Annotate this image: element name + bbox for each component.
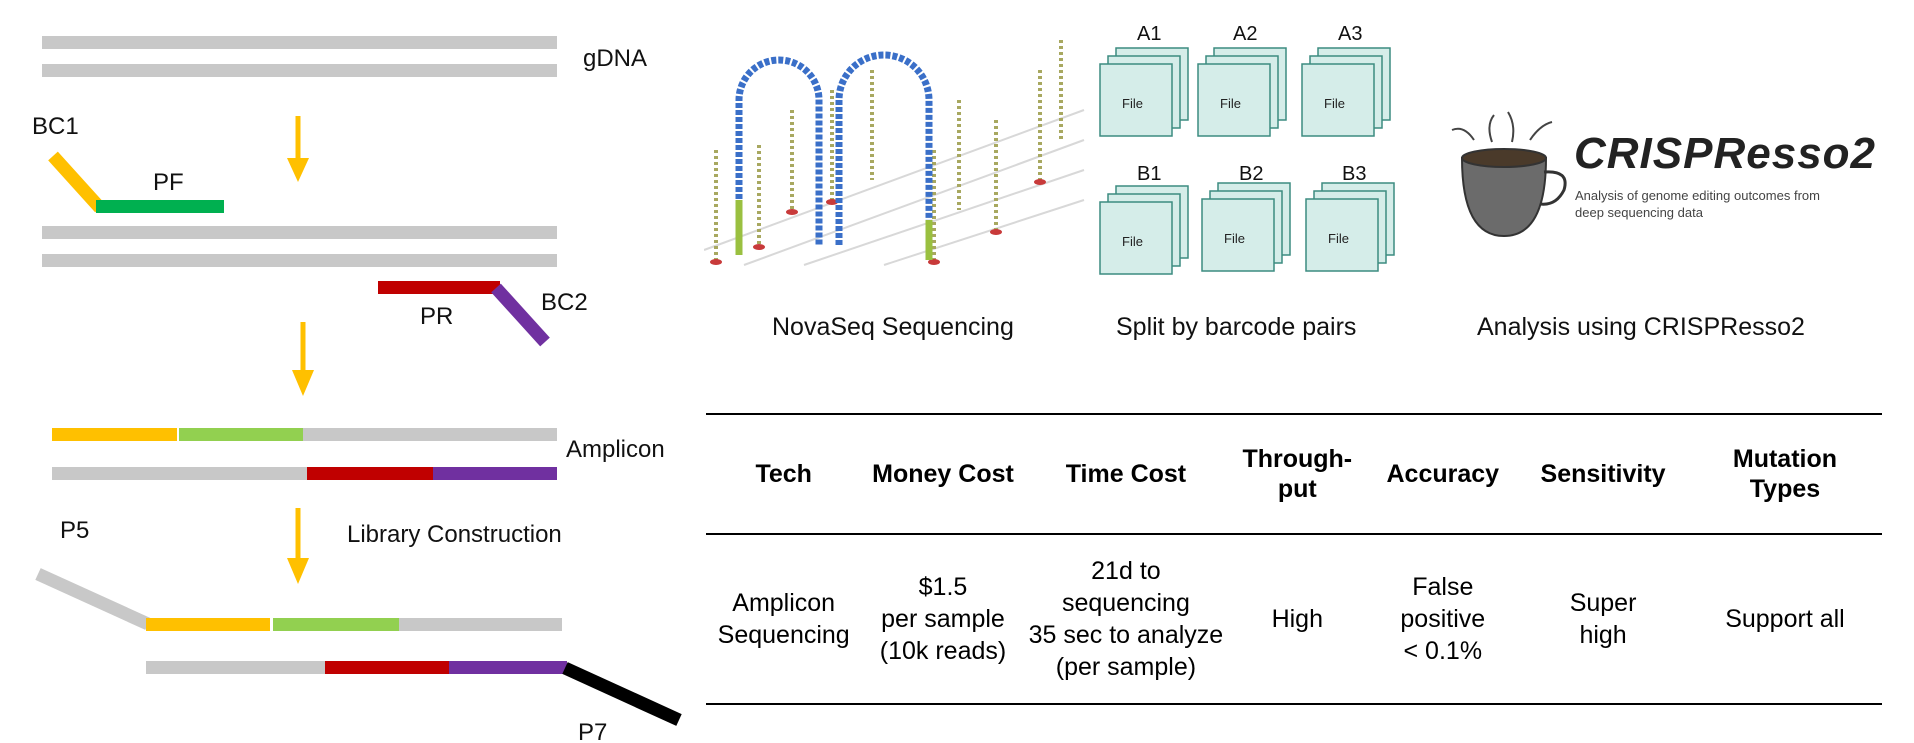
table-cell: $1.5 per sample (10k reads): [861, 534, 1025, 705]
coffee-cup-icon: [1451, 111, 1567, 238]
table-header-cell: Through-put: [1227, 413, 1368, 535]
file-text-b2: File: [1224, 231, 1245, 246]
table-header-cell: Time Cost: [1024, 413, 1228, 535]
library-bottom-strand: [146, 661, 567, 674]
file-group-label-b3: B3: [1342, 163, 1366, 185]
amplicon-bottom-strand: [52, 467, 557, 480]
split-caption: Split by barcode pairs: [1116, 313, 1356, 341]
table-body: Amplicon Sequencing $1.5 per sample (10k rea…: [706, 534, 1882, 705]
table-header-cell: Money Cost: [861, 413, 1025, 535]
file-text-b3: File: [1328, 231, 1349, 246]
bc1-barcode: [48, 151, 105, 213]
table-cell: Support all: [1687, 534, 1882, 705]
table-cell: High: [1227, 534, 1368, 705]
pf-primer: [96, 200, 224, 213]
table-header-cell: Sensitivity: [1518, 413, 1688, 535]
down-arrow-3: [287, 508, 309, 584]
novaseq-caption: NovaSeq Sequencing: [772, 313, 1014, 341]
gdna-strand-bottom-2: [42, 254, 557, 267]
table-header-cell: Accuracy: [1367, 413, 1519, 535]
library-top-strand: [146, 618, 562, 631]
file-stacks: [1099, 47, 1395, 275]
down-arrow-2: [292, 322, 314, 396]
pr-primer: [378, 281, 500, 294]
analysis-caption: Analysis using CRISPResso2: [1477, 313, 1805, 341]
p7-adapter: [562, 662, 682, 726]
table-header-cell: Tech: [706, 413, 862, 535]
table-header-cell: Mutation Types: [1687, 413, 1882, 535]
file-text-a3: File: [1324, 96, 1345, 111]
file-text-a1: File: [1122, 96, 1143, 111]
gdna-strand-bottom: [42, 64, 557, 77]
amplicon-construction-diagram: gDNA BC1 PF PR BC2 Amplicon P5 Library C…: [32, 36, 682, 743]
table-cell: Amplicon Sequencing: [706, 534, 862, 705]
amplicon-top-strand: [52, 428, 557, 441]
table-header-row: Tech Money Cost Time Cost Through-put Accura…: [706, 413, 1882, 535]
file-group-label-a3: A3: [1338, 23, 1362, 45]
amplicon-label: Amplicon: [566, 436, 665, 463]
table-cell: 21d to sequencing 35 sec to analyze (per s…: [1024, 534, 1228, 705]
gdna-strand-top: [42, 36, 557, 49]
pr-label: PR: [420, 303, 453, 330]
down-arrow-1: [287, 116, 309, 182]
file-group-label-a1: A1: [1137, 23, 1161, 45]
pf-label: PF: [153, 169, 184, 196]
p5-label: P5: [60, 517, 89, 544]
p5-adapter: [35, 568, 151, 630]
crispresso-subtitle-line2: deep sequencing data: [1575, 205, 1704, 220]
table-row: Amplicon Sequencing $1.5 per sample (10k rea…: [706, 534, 1882, 705]
file-group-label-a2: A2: [1233, 23, 1257, 45]
table-cell: False positive < 0.1%: [1367, 534, 1519, 705]
bc2-label: BC2: [541, 289, 588, 316]
file-group-label-b1: B1: [1137, 163, 1161, 185]
gdna-label: gDNA: [583, 45, 647, 72]
comparison-table: Tech Money Cost Time Cost Through-put Accura…: [706, 413, 1882, 705]
library-construction-label: Library Construction: [347, 521, 562, 548]
table-cell: Super high: [1518, 534, 1688, 705]
file-text-b1: File: [1122, 234, 1143, 249]
bc1-label: BC1: [32, 113, 79, 140]
crispresso-title: CRISPResso2: [1574, 129, 1876, 178]
file-text-a2: File: [1220, 96, 1241, 111]
p7-label: P7: [578, 719, 607, 743]
workflow-illustrations: NovaSeq Sequencing A1 A2 A3 B1 B2 B3 Fil…: [704, 23, 1876, 341]
bc2-barcode: [491, 283, 550, 347]
crispresso-subtitle-line1: Analysis of genome editing outcomes from: [1575, 188, 1820, 203]
gdna-strand-top-2: [42, 226, 557, 239]
file-group-label-b2: B2: [1239, 163, 1263, 185]
novaseq-flowcell-image: [704, 40, 1085, 266]
